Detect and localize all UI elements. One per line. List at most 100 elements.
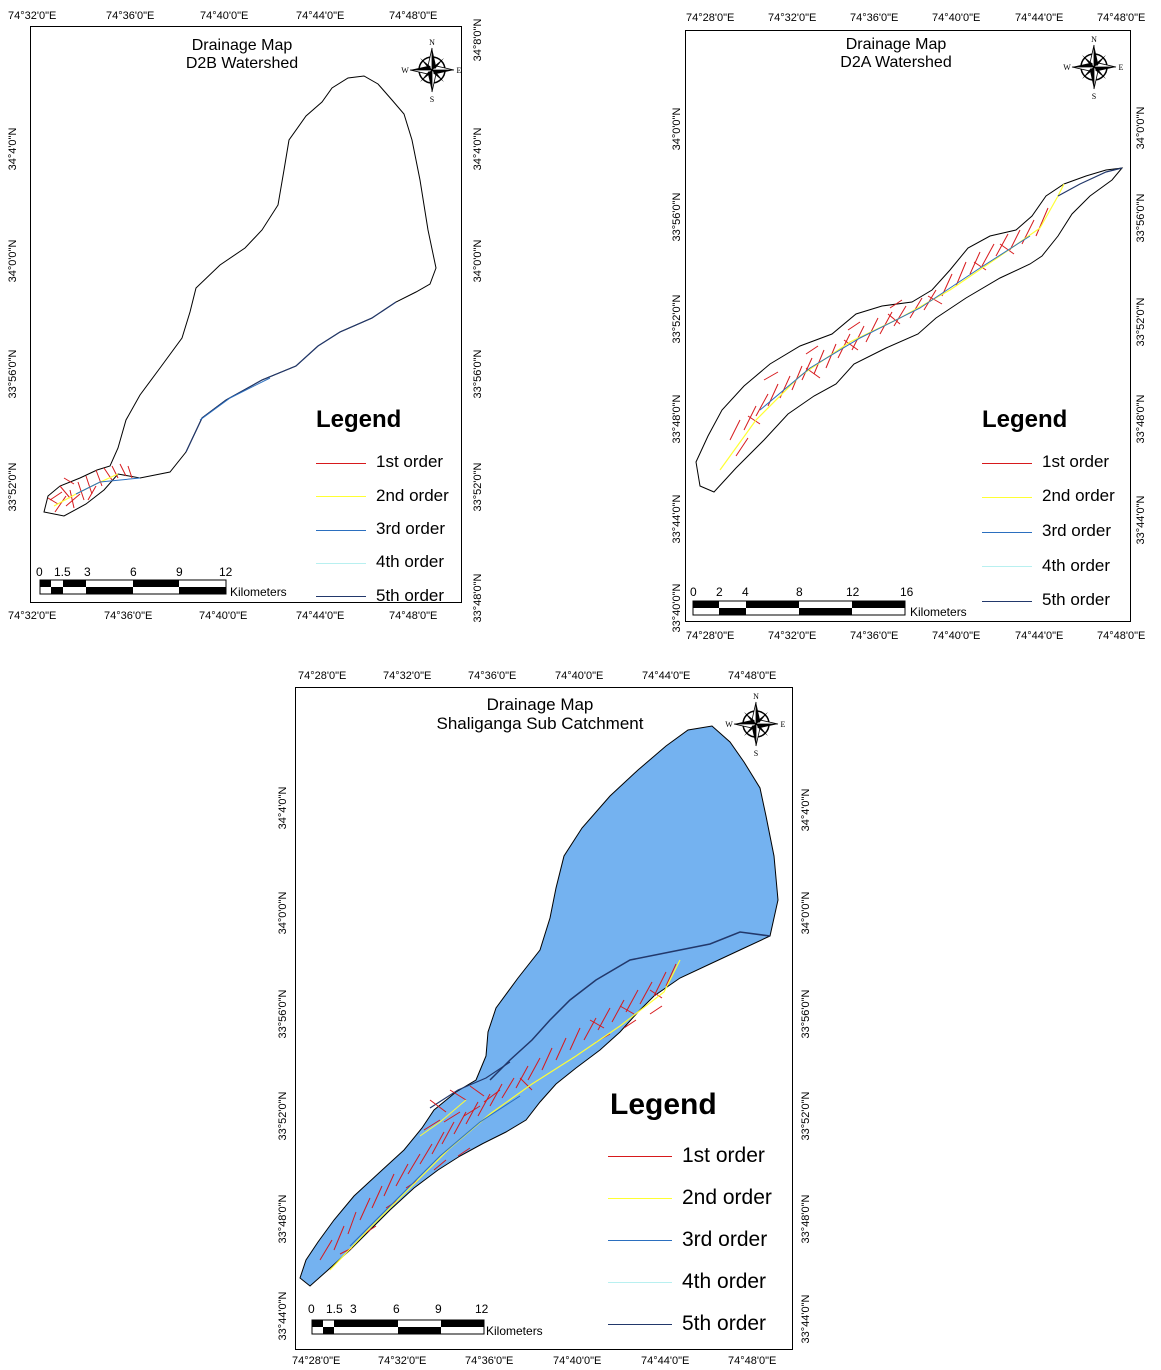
top-tick: 74°48'0"E (1097, 12, 1146, 24)
compass-e: E (781, 720, 786, 729)
top-tick: 74°44'0"E (1015, 12, 1064, 24)
compass-s: S (430, 95, 434, 104)
compass-n: N (429, 38, 435, 47)
bottom-tick: 74°48'0"E (1097, 630, 1146, 642)
scale-number: 16 (900, 585, 914, 599)
legend-label-5th: 5th order (682, 1312, 767, 1335)
legend-swatch-3rd (608, 1240, 672, 1241)
map-panel-shaliganga: 74°28'0"E 74°32'0"E 74°36'0"E 74°40'0"E … (270, 660, 812, 1370)
legend-swatch-4th (608, 1282, 672, 1283)
scale-bar (311, 1319, 485, 1335)
bottom-tick: 74°40'0"E (553, 1355, 602, 1367)
scale-number: 0 (690, 585, 697, 599)
legend-swatch-4th (982, 566, 1032, 567)
scale-number: 4 (742, 585, 749, 599)
map-title-line1: Drainage Map (845, 36, 947, 53)
legend-swatch-4th (316, 563, 366, 564)
bottom-tick: 74°40'0"E (932, 630, 981, 642)
scale-number: 12 (475, 1302, 489, 1316)
legend-swatch-1st (608, 1156, 672, 1157)
bottom-tick: 74°28'0"E (292, 1355, 341, 1367)
watershed-boundary (43, 75, 437, 517)
map-title: Drainage Map Shaliganga Sub Catchment (400, 695, 680, 733)
map-panel-d2a: 74°28'0"E 74°32'0"E 74°36'0"E 74°40'0"E … (660, 0, 1161, 650)
legend-label-5th: 5th order (1042, 590, 1111, 609)
bottom-tick: 74°40'0"E (199, 610, 248, 622)
legend-label-3rd: 3rd order (376, 519, 445, 538)
legend-label-4th: 4th order (682, 1270, 767, 1293)
legend-swatch-3rd (316, 530, 366, 531)
legend-swatch-5th (608, 1324, 672, 1325)
bottom-tick: 74°44'0"E (1015, 630, 1064, 642)
scale-number: 12 (846, 585, 860, 599)
top-tick: 74°40'0"E (200, 10, 249, 22)
bottom-tick: 74°28'0"E (686, 630, 735, 642)
compass-rose-icon: N S E W (725, 692, 785, 758)
top-tick: 74°36'0"E (106, 10, 155, 22)
legend-label-1st: 1st order (682, 1144, 765, 1167)
scale-number: 8 (796, 585, 803, 599)
map-panel-d2b: 74°32'0"E 74°36'0"E 74°40'0"E 74°44'0"E … (0, 0, 490, 630)
compass-e: E (457, 66, 462, 75)
map-title: Drainage Map D2A Watershed (816, 36, 976, 72)
legend-label-2nd: 2nd order (1042, 486, 1115, 505)
map-title-line2: Shaliganga Sub Catchment (436, 714, 644, 733)
scale-number: 3 (84, 565, 91, 579)
legend-swatch-2nd (316, 496, 366, 497)
stream-network (47, 463, 133, 513)
bottom-tick: 74°36'0"E (104, 610, 153, 622)
legend-label-5th: 5th order (376, 586, 445, 605)
scale-number: 3 (350, 1302, 357, 1316)
scale-number: 0 (36, 565, 43, 579)
compass-s: S (1092, 92, 1096, 101)
map-title-line2: D2A Watershed (840, 54, 952, 71)
compass-w: W (725, 720, 733, 729)
bottom-tick: 74°48'0"E (728, 1355, 777, 1367)
scale-unit: Kilometers (486, 1324, 543, 1338)
bottom-tick: 74°44'0"E (641, 1355, 690, 1367)
top-tick: 74°44'0"E (642, 670, 691, 682)
watershed-boundary (695, 167, 1124, 493)
top-tick: 74°48'0"E (728, 670, 777, 682)
map-title-line1: Drainage Map (191, 37, 293, 54)
legend-swatch-2nd (982, 497, 1032, 498)
scale-number: 12 (219, 565, 233, 579)
scale-number: 1.5 (326, 1302, 343, 1316)
top-tick: 74°40'0"E (555, 670, 604, 682)
compass-rose-icon: N S E W (1063, 35, 1123, 101)
scale-number: 2 (716, 585, 723, 599)
legend-label-3rd: 3rd order (682, 1228, 768, 1251)
scale-bar (692, 600, 906, 616)
bottom-tick: 74°32'0"E (378, 1355, 427, 1367)
legend-label-2nd: 2nd order (682, 1186, 772, 1209)
map-title-line1: Drainage Map (486, 695, 594, 714)
top-tick: 74°36'0"E (850, 12, 899, 24)
legend-swatch-5th (316, 596, 366, 597)
top-tick: 74°32'0"E (383, 670, 432, 682)
legend-label-3rd: 3rd order (1042, 521, 1111, 540)
scale-number: 9 (176, 565, 183, 579)
legend-swatch-5th (982, 601, 1032, 602)
legend-swatch-3rd (982, 532, 1032, 533)
bottom-tick: 74°32'0"E (8, 610, 57, 622)
legend-label-2nd: 2nd order (376, 486, 449, 505)
bottom-tick: 74°36'0"E (465, 1355, 514, 1367)
legend-label-1st: 1st order (1042, 452, 1110, 471)
top-tick: 74°48'0"E (389, 10, 438, 22)
legend-label-4th: 4th order (1042, 556, 1111, 575)
compass-w: W (1063, 63, 1071, 72)
scale-unit: Kilometers (910, 605, 967, 619)
scale-number: 9 (435, 1302, 442, 1316)
catchment-area (299, 725, 779, 1287)
compass-e: E (1119, 63, 1124, 72)
legend-swatch-1st (982, 463, 1032, 464)
bottom-tick: 74°32'0"E (768, 630, 817, 642)
legend-title: Legend (316, 406, 402, 433)
compass-rose-icon: N S E W (401, 38, 461, 104)
scale-number: 6 (130, 565, 137, 579)
top-tick: 74°44'0"E (296, 10, 345, 22)
scale-bar (39, 579, 227, 595)
map-title-line2: D2B Watershed (185, 55, 299, 72)
map-title: Drainage Map D2B Watershed (162, 37, 322, 73)
compass-s: S (754, 749, 758, 758)
